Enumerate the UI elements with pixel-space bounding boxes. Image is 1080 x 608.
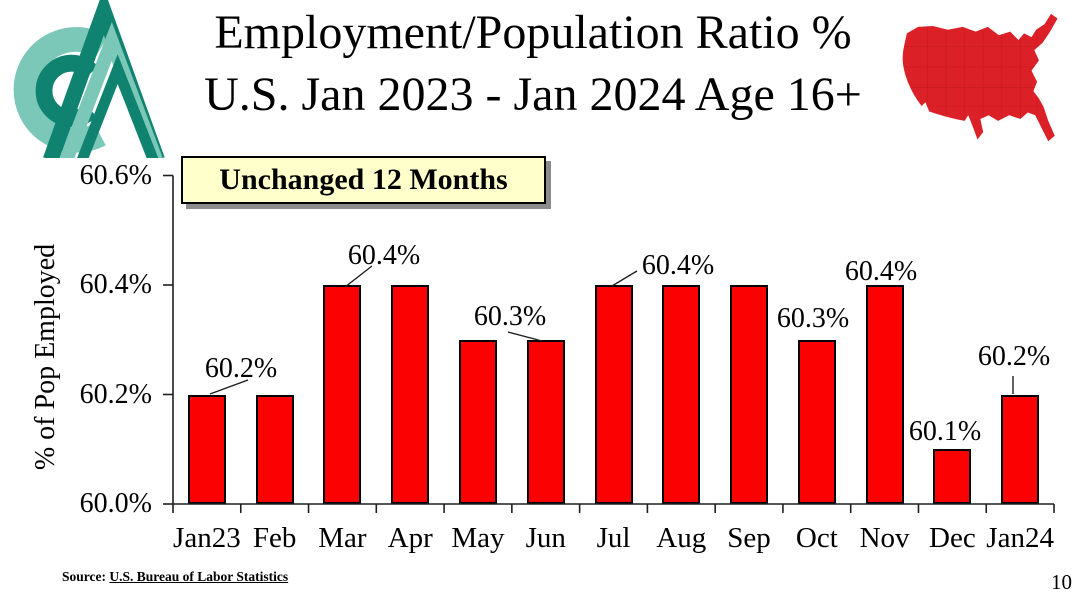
bar-oct	[797, 339, 836, 504]
bar-dec	[933, 449, 972, 504]
company-logo-icon	[13, 0, 165, 158]
bar-jul	[594, 285, 633, 504]
x-label-jun: Jun	[525, 522, 566, 554]
x-label-sep: Sep	[727, 522, 771, 554]
y-tick-label: 60.6%	[79, 159, 152, 191]
bar-jan24	[1001, 394, 1040, 504]
bar-mar	[323, 285, 362, 504]
bar-feb	[255, 394, 294, 504]
bar-nov	[865, 285, 904, 504]
data-label-oct: 60.3%	[776, 303, 850, 334]
x-label-may: May	[451, 522, 505, 554]
label-leader-line	[611, 270, 638, 287]
x-label-apr: Apr	[387, 522, 433, 554]
title-line-2: U.S. Jan 2023 - Jan 2024 Age 16+	[204, 68, 862, 121]
data-label-dec: 60.1%	[908, 416, 982, 447]
bar-apr	[391, 285, 430, 504]
x-label-jan23: Jan23	[173, 522, 241, 554]
bar-jun	[526, 339, 565, 504]
slide-title: Employment/Population Ratio % U.S. Jan 2…	[150, 2, 916, 126]
source-note: Source: U.S. Bureau of Labor Statistics	[62, 569, 288, 585]
bar-sep	[730, 285, 769, 504]
bar-jan23	[187, 394, 226, 504]
page-number: 10	[1051, 570, 1072, 594]
us-map-icon	[902, 13, 1058, 142]
title-line-1: Employment/Population Ratio %	[214, 6, 852, 59]
callout-box: Unchanged 12 Months	[181, 156, 546, 204]
x-label-nov: Nov	[859, 522, 910, 554]
data-label-jan23: 60.2%	[204, 353, 278, 384]
x-label-mar: Mar	[318, 522, 367, 554]
source-prefix: Source:	[62, 569, 110, 584]
y-tick-label: 60.2%	[79, 378, 152, 410]
bar-aug	[662, 285, 701, 504]
data-label-jun: 60.3%	[473, 301, 547, 332]
data-label-jan24: 60.2%	[977, 341, 1051, 372]
bar-may	[458, 339, 497, 504]
x-label-dec: Dec	[929, 522, 976, 554]
y-tick-label: 60.4%	[79, 269, 152, 300]
data-label-mar: 60.4%	[347, 240, 421, 271]
x-label-jan24: Jan24	[986, 522, 1054, 554]
data-label-jul: 60.4%	[641, 250, 715, 281]
y-tick-label: 60.0%	[79, 488, 152, 519]
data-label-nov: 60.4%	[844, 256, 918, 287]
x-label-oct: Oct	[795, 522, 838, 554]
x-label-feb: Feb	[252, 522, 297, 554]
x-label-aug: Aug	[656, 522, 707, 554]
callout-text: Unchanged 12 Months	[219, 163, 508, 196]
x-label-jul: Jul	[596, 522, 631, 554]
source-link[interactable]: U.S. Bureau of Labor Statistics	[109, 569, 289, 584]
